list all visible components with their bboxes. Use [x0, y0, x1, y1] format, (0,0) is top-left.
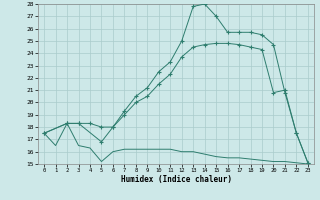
X-axis label: Humidex (Indice chaleur): Humidex (Indice chaleur)	[121, 175, 231, 184]
